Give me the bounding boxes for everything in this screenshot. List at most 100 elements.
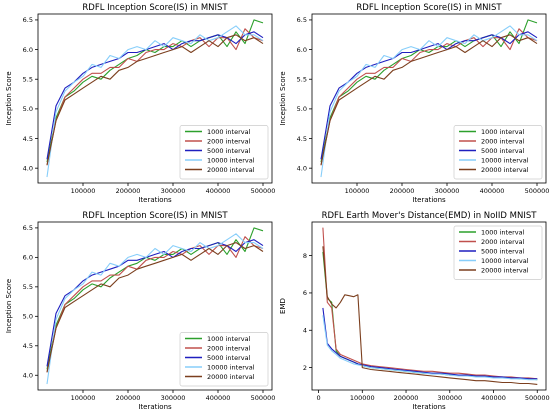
series-line-20000-interval	[46, 242, 264, 373]
x-tick-label: 200000	[116, 394, 141, 402]
y-tick-label: 6.0	[297, 46, 307, 54]
plot-frame	[311, 221, 547, 391]
series-line-10000-interval	[320, 25, 538, 178]
chart-panel-2: RDFL Inception Score(IS) in MNIST 100000 2…	[279, 3, 549, 204]
x-tick-label: 100000	[71, 394, 96, 402]
y-tick-label: 5.5	[297, 76, 307, 84]
x-tick-label: 100000	[350, 394, 375, 402]
y-tick-label: 4	[303, 327, 307, 335]
x-tick-label: 500000	[525, 394, 550, 402]
y-tick-label: 8	[303, 252, 307, 260]
chart-title: RDFL Inception Score(IS) in MNIST	[82, 211, 228, 221]
legend-label: 2000 interval	[207, 137, 251, 145]
x-axis-label: Iterations	[138, 403, 172, 411]
y-tick-label: 4.5	[297, 135, 307, 143]
legend-label: 1000 interval	[481, 228, 525, 236]
y-tick-label: 6.0	[23, 46, 33, 54]
legend-label: 1000 interval	[481, 128, 525, 136]
x-tick-label: 500000	[525, 187, 550, 195]
series-line-2000-interval	[322, 227, 538, 380]
x-tick-label: 300000	[161, 187, 186, 195]
chart-panel-3: RDFL Inception Score(IS) in MNIST 100000 2…	[5, 211, 275, 411]
legend-label: 1000 interval	[207, 335, 251, 343]
y-tick-label: 4.0	[23, 372, 33, 380]
x-tick-label: 400000	[206, 187, 231, 195]
legend-label: 5000 interval	[481, 247, 525, 255]
x-axis-label: Iterations	[412, 403, 446, 411]
legend-label: 10000 interval	[207, 363, 255, 371]
chart-title: RDFL Inception Score(IS) in MNIST	[82, 3, 228, 13]
legend-box	[453, 125, 543, 180]
y-tick-label: 6.5	[23, 224, 33, 232]
series-line-1000-interval	[46, 19, 264, 163]
y-tick-label: 4.0	[23, 164, 33, 172]
y-tick-label: 5.0	[23, 105, 33, 113]
y-tick-label: 4.0	[297, 164, 307, 172]
x-axis-label: Iterations	[412, 196, 446, 204]
legend-label: 20000 interval	[207, 166, 255, 174]
series-line-20000-interval	[322, 246, 538, 385]
y-tick-label: 6.5	[23, 16, 33, 24]
x-tick-label: 500000	[251, 187, 276, 195]
y-axis-label: EMD	[279, 298, 287, 314]
plot-frame	[37, 221, 273, 391]
y-tick-label: 6	[303, 289, 307, 297]
legend-label: 1000 interval	[207, 128, 251, 136]
y-axis-label: Inception Score	[279, 71, 287, 125]
y-axis-label: Inception Score	[5, 71, 13, 125]
x-tick-label: 200000	[116, 187, 141, 195]
legend-label: 2000 interval	[481, 137, 525, 145]
legend-label: 5000 interval	[207, 354, 251, 362]
y-axis-label: Inception Score	[5, 279, 13, 333]
y-tick-label: 4.5	[23, 342, 33, 350]
legend-label: 20000 interval	[207, 373, 255, 381]
x-tick-label: 100000	[345, 187, 370, 195]
series-line-10000-interval	[46, 233, 264, 385]
series-line-1000-interval	[46, 227, 264, 370]
x-tick-label: 200000	[390, 187, 415, 195]
legend-label: 5000 interval	[207, 147, 251, 155]
y-tick-label: 6.5	[297, 16, 307, 24]
x-tick-label: 500000	[251, 394, 276, 402]
plot-frame	[37, 13, 273, 184]
y-tick-label: 5.5	[23, 283, 33, 291]
plot-frame	[311, 13, 547, 184]
series-line-1000-interval	[320, 19, 538, 163]
legend-label: 2000 interval	[207, 344, 251, 352]
legend-label: 10000 interval	[207, 156, 255, 164]
series-line-10000-interval	[322, 315, 538, 381]
y-tick-label: 5.0	[23, 313, 33, 321]
legend-box	[179, 125, 269, 180]
legend-label: 20000 interval	[481, 166, 529, 174]
y-tick-label: 5.0	[297, 105, 307, 113]
y-tick-label: 4.5	[23, 135, 33, 143]
legend-box	[453, 225, 543, 280]
x-axis-label: Iterations	[138, 196, 172, 204]
x-tick-label: 400000	[206, 394, 231, 402]
x-tick-label: 100000	[71, 187, 96, 195]
legend-label: 5000 interval	[481, 147, 525, 155]
x-tick-label: 200000	[394, 394, 419, 402]
y-tick-label: 2	[303, 364, 307, 372]
series-line-20000-interval	[320, 34, 538, 166]
chart-panel-1: RDFL Inception Score(IS) in MNIST 100000 2…	[5, 3, 275, 204]
x-tick-label: 400000	[480, 187, 505, 195]
series-line-10000-interval	[46, 25, 264, 178]
x-tick-label: 0	[316, 394, 320, 402]
series-line-5000-interval	[322, 307, 538, 380]
legend-label: 20000 interval	[481, 266, 529, 274]
x-tick-label: 300000	[435, 187, 460, 195]
legend-label: 2000 interval	[481, 238, 525, 246]
chart-panel-4: RDFL Earth Mover's Distance(EMD) in NoII…	[279, 211, 550, 411]
y-tick-label: 6.0	[23, 254, 33, 262]
series-line-20000-interval	[46, 34, 264, 166]
legend-label: 10000 interval	[481, 257, 529, 265]
legend-label: 10000 interval	[481, 156, 529, 164]
x-tick-label: 300000	[161, 394, 186, 402]
